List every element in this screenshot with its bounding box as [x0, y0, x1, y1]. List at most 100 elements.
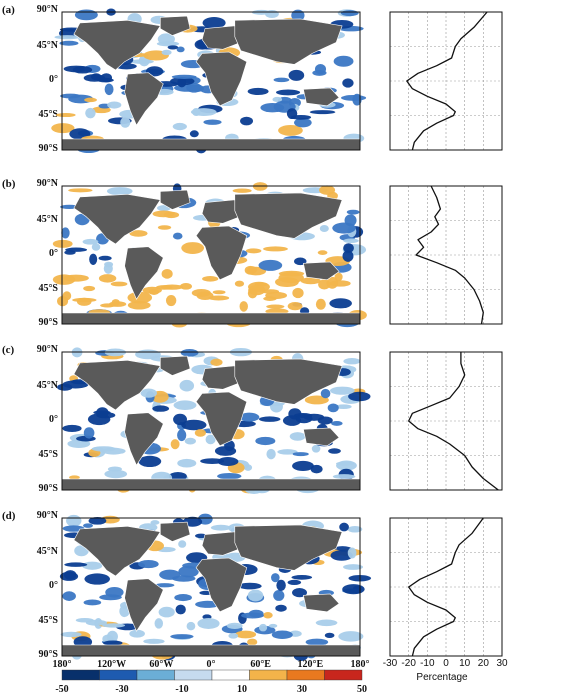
anomaly-patch [239, 412, 260, 422]
anomaly-patch [82, 561, 103, 570]
latitude-tick-label: 90°N [36, 510, 58, 521]
landmass [124, 578, 164, 632]
anomaly-patch [165, 294, 177, 307]
anomaly-patch [170, 439, 180, 450]
landmass [234, 358, 343, 405]
landmass [234, 524, 343, 571]
anomaly-patch [157, 225, 172, 230]
anomaly-patch [245, 248, 262, 254]
landmass [160, 521, 191, 542]
colorbar-swatch [99, 669, 138, 681]
colorbar [61, 669, 363, 681]
colorbar-swatch [136, 669, 175, 681]
anomaly-patch [273, 589, 285, 601]
anomaly-patch [66, 514, 82, 527]
anomaly-patch [202, 276, 219, 282]
anomaly-patch [326, 276, 339, 289]
anomaly-patch [184, 437, 196, 445]
anomaly-patch [85, 619, 108, 626]
longitude-tick-label: 120°W [97, 659, 127, 670]
anomaly-patch [272, 96, 283, 102]
profile-line [415, 185, 484, 325]
colorbar-swatch [249, 669, 288, 681]
panel-label: (a) [2, 4, 15, 16]
anomaly-patch [210, 524, 231, 531]
anomaly-patch [328, 448, 341, 454]
anomaly-patch [217, 472, 242, 480]
anomaly-patch [195, 533, 207, 539]
anomaly-patch [241, 612, 264, 619]
anomaly-patch [317, 250, 328, 256]
anomaly-patch [161, 268, 173, 279]
profile-x-tick-label: -30 [382, 658, 398, 669]
anomaly-patch [217, 457, 239, 466]
anomaly-patch [172, 122, 187, 131]
anomaly-patch [157, 33, 175, 45]
anomaly-patch [258, 416, 281, 422]
anomaly-patch [173, 400, 197, 411]
anomaly-patch [292, 587, 307, 598]
anomaly-patch [304, 395, 329, 405]
anomaly-patch [62, 591, 76, 601]
anomaly-patch [51, 123, 75, 134]
anomaly-patch [52, 239, 73, 248]
anomaly-patch [65, 247, 88, 252]
anomaly-patch [244, 265, 256, 275]
anomaly-patch [339, 522, 349, 532]
latitude-tick-label: 45°S [38, 108, 58, 120]
anomaly-patch [52, 274, 76, 285]
anomaly-patch [178, 565, 199, 578]
anomaly-patch [102, 640, 123, 646]
anomaly-patch [234, 280, 245, 287]
anomaly-patch [100, 303, 116, 308]
anomaly-patch [247, 638, 258, 646]
anomaly-patch [287, 579, 302, 586]
anomaly-patch [89, 253, 98, 265]
colorbar-tick-label: 10 [237, 684, 247, 695]
anomaly-patch [348, 391, 371, 402]
anomaly-patch [60, 93, 81, 99]
anomaly-patch [268, 623, 278, 628]
anomaly-patch [266, 448, 276, 460]
anomaly-patch [83, 599, 102, 606]
anomaly-patch [310, 464, 323, 474]
anomaly-patch [150, 520, 160, 525]
anomaly-patch [168, 471, 187, 481]
anomaly-patch [186, 621, 196, 631]
anomaly-patch [154, 618, 164, 629]
anomaly-patch [186, 83, 202, 93]
anomaly-patch [161, 284, 184, 290]
anomaly-patch [270, 400, 283, 413]
anomaly-patch [85, 107, 96, 119]
anomaly-patch [232, 188, 252, 193]
profile-x-tick-label: 30 [496, 658, 508, 669]
anomaly-map [52, 182, 367, 328]
colorbar-swatch [61, 669, 100, 681]
anomaly-patch [88, 517, 107, 525]
anomaly-patch [239, 301, 248, 312]
anomaly-map [59, 513, 372, 661]
panel-label: (b) [2, 178, 16, 190]
anomaly-patch [176, 46, 185, 53]
colorbar-swatch [324, 669, 363, 681]
landmass [195, 391, 248, 447]
anomaly-patch [102, 623, 126, 628]
profile-x-tick-label: 10 [459, 658, 471, 669]
anomaly-patch [335, 404, 352, 410]
anomaly-patch [100, 73, 113, 83]
anomaly-patch [343, 238, 359, 244]
profile-x-tick-label: 20 [477, 658, 489, 669]
anomaly-patch [247, 589, 264, 602]
anomaly-patch [347, 547, 357, 559]
landmass [124, 246, 164, 300]
latitude-tick-label: 0° [49, 248, 58, 259]
landmass [124, 72, 164, 126]
landmass [73, 525, 161, 577]
anomaly-patch [309, 110, 336, 115]
profile-line [408, 352, 499, 491]
landmass [73, 19, 161, 71]
latitude-profile [389, 351, 503, 491]
anomaly-patch [179, 379, 195, 392]
anomaly-patch [208, 295, 230, 301]
anomaly-patch [327, 403, 339, 413]
